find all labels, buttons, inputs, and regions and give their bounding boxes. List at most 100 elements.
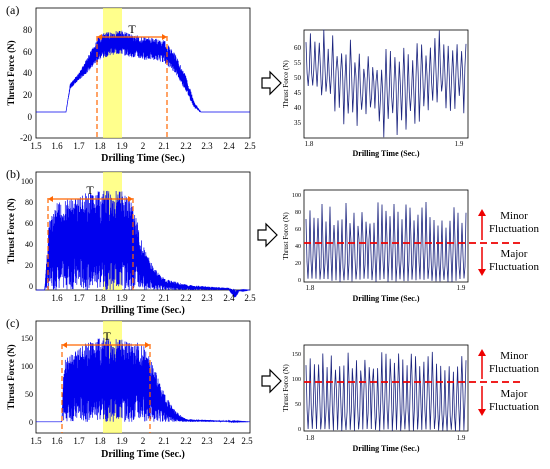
major-label: Major [501, 388, 528, 400]
major-arrow-head [478, 409, 486, 416]
x-tick: 1.7 [73, 141, 85, 151]
thrust-signal-zoom [305, 201, 467, 283]
x-tick: 1.9 [116, 293, 128, 303]
y-tick-labels: 35 40 45 50 55 60 [294, 44, 302, 127]
y-tick-labels: 0 20 40 60 80 100 [21, 177, 33, 291]
x-tick: 1.8 [306, 284, 315, 292]
chart-c-left: T 0 50 100 150 1.5 1.6 1.7 1.8 1.9 2 2.1… [6, 320, 253, 460]
y-tick: 40 [25, 240, 33, 249]
signal-trace [36, 337, 250, 424]
x-tick: 1.8 [94, 141, 106, 151]
x-tick: 2.5 [241, 436, 253, 446]
signal-trace-zoom [305, 351, 467, 432]
x-tick: 2 [141, 436, 146, 446]
x-tick: 2.1 [158, 436, 169, 446]
x-tick-labels: 1.5 1.6 1.7 1.8 1.9 2 2.1 2.2 2.3 2.4 2.… [30, 141, 256, 151]
x-tick: 1.6 [51, 436, 63, 446]
x-tick: 1.6 [51, 141, 63, 151]
x-tick: 2.1 [158, 293, 169, 303]
y-tick-labels: 0 50 100 150 [21, 334, 33, 427]
zoom-arrow-b [257, 222, 278, 248]
x-tick: 2.3 [201, 436, 213, 446]
y-tick: -20 [20, 133, 32, 143]
x-tick: 1.9 [455, 140, 464, 148]
y-axis-label: Thrust Force (N) [282, 60, 290, 108]
thrust-signal [36, 190, 250, 298]
y-tick: 100 [292, 377, 301, 383]
chart-a-zoom: 35 40 45 50 55 60 1.8 1.9 Drilling Time … [282, 29, 469, 158]
minor-label: Minor [500, 350, 528, 362]
major-arrow-head [478, 269, 486, 276]
x-tick: 1.9 [116, 141, 128, 151]
x-tick: 2.3 [201, 293, 213, 303]
panel-label-c: (c) [6, 316, 19, 330]
window-label-t: T [103, 329, 111, 343]
chart-b-zoom: 0 20 40 60 80 100 1.8 1.9 Drilling Time … [282, 189, 540, 303]
y-tick: 0 [28, 112, 33, 122]
y-tick: 45 [294, 89, 302, 97]
plot-frame [303, 29, 469, 139]
x-tick: 2 [141, 141, 146, 151]
x-tick-labels: 1.5 1.6 1.7 1.8 1.9 2 2.1 2.2 2.3 2.4 2.… [30, 436, 253, 446]
y-tick: 20 [25, 261, 33, 270]
y-tick: 60 [23, 47, 33, 57]
x-axis-label: Drilling Time (Sec.) [101, 305, 185, 316]
y-tick: 55 [294, 59, 302, 67]
x-tick: 1.7 [73, 436, 85, 446]
x-axis-label: Drilling Time (Sec.) [352, 149, 419, 158]
minor-label: Fluctuation [489, 363, 540, 375]
x-axis-label: Drilling Time (Sec.) [101, 153, 185, 164]
y-tick-labels: 0 20 40 60 80 100 [292, 193, 301, 284]
major-label: Fluctuation [489, 401, 540, 413]
x-axis-label: Drilling Time (Sec.) [352, 294, 419, 303]
y-tick: 0 [298, 278, 301, 284]
highlight-band [103, 8, 122, 138]
signal-trace-zoom [305, 201, 467, 283]
x-tick: 2.2 [180, 436, 191, 446]
signal-trace [36, 30, 250, 113]
minor-label: Minor [500, 210, 528, 222]
y-tick: 40 [294, 104, 302, 112]
y-tick-labels: 0 50 100 150 [292, 352, 301, 433]
signal-trace-zoom [305, 29, 467, 138]
y-tick-labels: -20 0 20 40 60 80 [20, 25, 33, 143]
x-tick: 2.2 [180, 141, 191, 151]
signal-trace [36, 190, 250, 298]
x-tick-labels: 1.6 1.7 1.8 1.9 2 2.1 2.2 2.3 2.4 2.5 [51, 293, 256, 303]
y-tick: 150 [292, 352, 301, 358]
x-tick: 2 [141, 293, 146, 303]
x-tick: 1.8 [305, 140, 314, 148]
y-axis-label: Thrust Force (N) [6, 198, 16, 263]
x-tick: 2.1 [158, 141, 169, 151]
y-tick: 100 [292, 193, 301, 199]
x-axis-label: Drilling Time (Sec.) [352, 444, 419, 453]
y-tick: 60 [25, 219, 33, 228]
x-tick: 2.4 [223, 293, 235, 303]
y-tick: 50 [294, 74, 302, 82]
y-tick: 80 [295, 210, 301, 216]
minor-label: Fluctuation [489, 223, 540, 235]
window-label-t: T [128, 22, 136, 36]
minor-arrow-head [478, 349, 486, 356]
chart-b-left: T 0 20 40 60 80 100 1.6 1.7 1.8 1.9 2 2.… [6, 171, 256, 316]
y-tick: 0 [29, 282, 33, 291]
y-axis-label: Thrust Force (N) [6, 344, 16, 409]
chart-a-left: T -20 0 20 40 60 80 1.5 1.6 1.7 1.8 1.9 … [6, 7, 256, 164]
plot-frame [35, 7, 251, 139]
x-tick: 1.8 [306, 434, 315, 442]
y-tick: 80 [25, 198, 33, 207]
y-tick: 50 [295, 402, 301, 408]
panel-label-b: (b) [6, 167, 20, 181]
x-tick: 1.5 [30, 141, 42, 151]
minor-arrow-head [478, 209, 486, 216]
y-tick: 80 [23, 25, 33, 35]
y-tick: 60 [294, 44, 302, 52]
major-label: Fluctuation [489, 261, 540, 273]
x-tick: 2.4 [223, 141, 235, 151]
thrust-signal [36, 337, 250, 424]
x-tick: 2.3 [201, 141, 213, 151]
y-tick: 40 [295, 244, 301, 250]
x-tick: 2.5 [244, 293, 256, 303]
x-tick: 2.4 [223, 436, 235, 446]
